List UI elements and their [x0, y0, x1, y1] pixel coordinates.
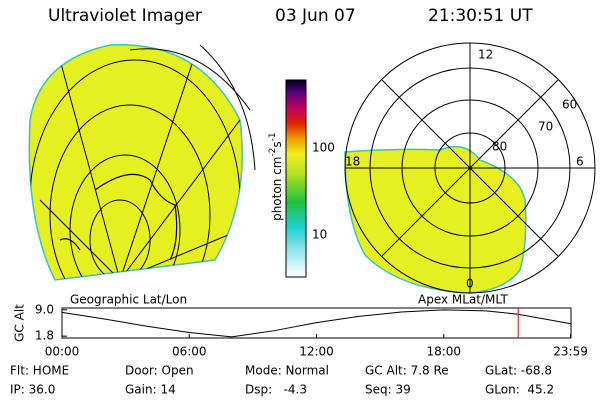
- mlat-label: 80: [492, 140, 507, 154]
- altitude-plot: GC Alt 9.0 1.8 00:00 06:00 12:00 18:00 23:59: [13, 302, 588, 358]
- status-field: GLon: 45.2: [485, 383, 554, 397]
- x-tick-label: 18:00: [426, 345, 461, 359]
- status-field: Seq: 39: [365, 383, 411, 397]
- mlat-label: 60: [562, 98, 577, 112]
- status-field: Flt: HOME: [10, 364, 69, 378]
- colorbar-label: photon cm-2s-1: [265, 121, 284, 240]
- mlat-label: 70: [538, 120, 553, 134]
- mlt-label: 6: [576, 155, 584, 169]
- colorbar-tick-label: 10: [312, 228, 327, 242]
- status-field: GLat: -68.8: [485, 364, 552, 378]
- status-field: IP: 36.0: [10, 383, 55, 397]
- y-tick-label: 9.0: [35, 302, 54, 316]
- mlt-label: 12: [478, 48, 493, 62]
- status-field: Dsp: -4.3: [245, 383, 307, 397]
- y-axis-label: GC Alt: [13, 304, 27, 342]
- time: 21:30:51 UT: [428, 6, 533, 26]
- status-field: Gain: 14: [125, 383, 176, 397]
- colorbar-tick-label: 100: [312, 141, 335, 155]
- y-tick-label: 1.8: [35, 329, 54, 343]
- status-field: GC Alt: 7.8 Re: [365, 364, 449, 378]
- x-tick-label: 00:00: [45, 345, 80, 359]
- status-bar: Flt: HOME IP: 36.0 Door: Open Gain: 14 Mode:…: [10, 364, 554, 397]
- colorbar: [285, 79, 307, 278]
- date: 03 Jun 07: [275, 6, 356, 26]
- mlt-label: 0: [466, 277, 474, 291]
- instrument: Ultraviolet Imager: [48, 6, 202, 26]
- status-field: Door: Open: [125, 364, 194, 378]
- x-tick-label: 23:59: [553, 345, 588, 359]
- panel-caption: Geographic Lat/Lon: [70, 293, 187, 307]
- x-tick-label: 12:00: [299, 345, 334, 359]
- altitude-line: [61, 309, 572, 338]
- x-tick-label: 06:00: [172, 345, 207, 359]
- mlt-label: 18: [345, 155, 360, 169]
- geographic-image: [28, 43, 256, 281]
- panel-caption: Apex MLat/MLT: [418, 293, 508, 307]
- polar-image: [344, 42, 596, 294]
- status-field: Mode: Normal: [245, 364, 329, 378]
